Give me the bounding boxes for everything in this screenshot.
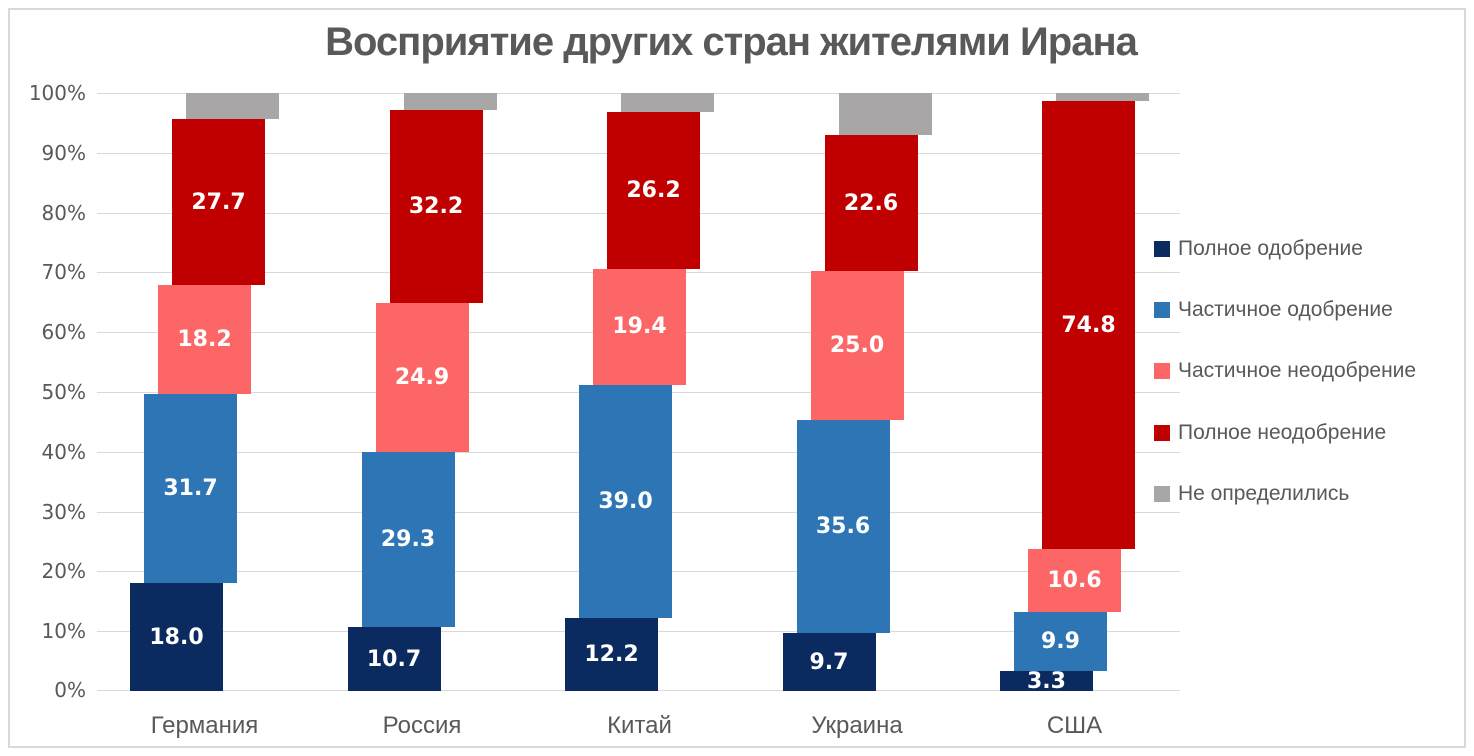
y-axis-label: 90% [41,140,86,165]
x-axis-label: США [1046,712,1103,739]
x-axis-label: Германия [150,712,259,739]
bar-segment: 10.7 [347,627,441,691]
bar-segment: 3.3 [1000,668,1093,694]
legend-swatch [1154,363,1170,380]
y-axis-label: 0% [54,678,86,702]
bar-value-label: 9.7 [809,649,849,675]
legend-label: Частичное неодобрение [1178,359,1417,383]
x-axis-label: Китай [607,712,672,739]
bar-segment: 32.2 [389,110,483,303]
bar-segment: 74.8 [1042,101,1135,549]
bar-segment [621,93,714,113]
bar-segment: 19.4 [593,268,686,385]
bar-value-label: 10.6 [1047,567,1102,593]
bar-segment: 26.2 [607,112,700,269]
bar-value-label: 25.0 [829,332,885,358]
bar-value-label: 32.2 [408,194,464,220]
legend-item: Частичное одобрение [1154,298,1393,322]
bar-value-label: 35.6 [815,514,871,540]
bar-value-label: 18.0 [149,624,204,650]
bar-value-label: 74.8 [1061,312,1116,338]
legend-swatch [1154,485,1170,502]
y-axis-label: 70% [41,260,86,285]
bar-value-label: 39.0 [598,488,653,514]
y-axis-label: 50% [41,380,86,404]
bar-segment: 35.6 [796,420,890,633]
legend-item: Частичное неодобрение [1154,359,1417,383]
bar-segment: 39.0 [579,384,672,619]
bar-value-label: 27.7 [191,189,246,215]
bar-segment: 18.2 [158,284,251,394]
y-axis-label: 10% [41,619,86,644]
bar-segment [403,93,497,111]
chart-title: Восприятие других стран жителями Ирана [325,20,1138,64]
bar-value-label: 29.3 [380,526,436,552]
bar-segment: 9.9 [1014,612,1107,672]
bar-segment: 9.7 [782,633,876,691]
bar-segment: 12.2 [565,618,658,691]
y-axis-label: 30% [41,499,86,524]
bar-segment: 25.0 [810,270,904,421]
bar-segment: 27.7 [172,119,265,285]
bar-value-label: 18.2 [177,326,232,352]
y-axis-label: 20% [41,559,86,584]
y-axis-label: 60% [41,320,86,345]
bar-value-label: 9.9 [1041,629,1080,655]
bar-segment: 10.6 [1028,548,1121,613]
legend-label: Полное одобрение [1178,237,1363,260]
bar-value-label: 19.4 [612,314,667,340]
bar-value-label: 3.3 [1027,668,1066,694]
legend-item: Полное неодобрение [1154,420,1387,444]
plot-area: 18.0 31.7 18.2 27.7 10.7 29.3 24.9 32.2 12.2 39.0… [97,93,1180,694]
bar-segment: 24.9 [375,302,469,452]
bar-value-label: 31.7 [163,476,218,502]
bar-segment [838,93,932,136]
y-axis-label: 80% [41,200,86,225]
x-axis-label: Россия [382,712,462,739]
legend-label: Не определились [1178,481,1350,505]
legend-item: Полное одобрение [1154,237,1363,260]
legend-item: Не определились [1154,481,1350,505]
bar-value-label: 22.6 [843,190,899,216]
bar-value-label: 26.2 [626,177,681,203]
legend-swatch [1154,424,1170,441]
bar-segment: 29.3 [361,451,455,628]
legend-swatch [1154,302,1170,319]
bar-segment: 22.6 [824,135,918,271]
y-axis-label: 100% [28,81,86,105]
bar-value-label: 24.9 [394,364,450,390]
y-axis-label: 40% [41,439,86,464]
bar-segment: 18.0 [130,583,223,691]
bar-segment [1056,93,1149,102]
bar-value-label: 12.2 [584,642,639,668]
x-axis-label: Украина [811,712,903,739]
bar-segment [186,93,279,120]
legend-label: Полное неодобрение [1178,420,1387,444]
legend-swatch [1154,241,1170,257]
bar-value-label: 10.7 [366,646,422,672]
legend-label: Частичное одобрение [1178,298,1393,322]
bar-segment: 31.7 [144,393,237,584]
